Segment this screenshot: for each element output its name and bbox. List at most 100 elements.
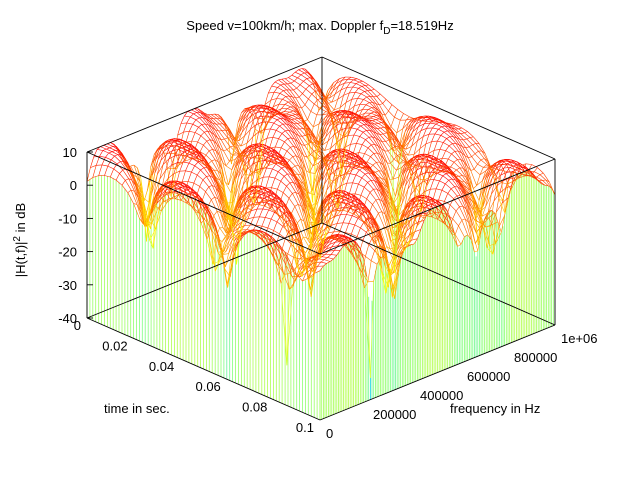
mesh-line-frequency: [169, 181, 174, 186]
mesh-line-frequency: [438, 190, 443, 200]
mesh-line-frequency: [458, 150, 462, 154]
mesh-line-frequency: [372, 136, 376, 139]
mesh-line-frequency: [419, 136, 424, 149]
mesh-line-time: [364, 186, 371, 193]
mesh-line-frequency: [168, 141, 173, 146]
mesh-line-time: [149, 159, 156, 182]
mesh-line-frequency: [434, 129, 439, 135]
mesh-line-frequency: [365, 136, 370, 140]
mesh-line-frequency: [453, 159, 458, 163]
mesh-line-frequency: [431, 133, 436, 142]
mesh-line-frequency: [313, 149, 318, 152]
mesh-line-time: [206, 176, 213, 186]
mesh-line-frequency: [239, 210, 244, 219]
mesh-line-frequency: [111, 150, 116, 152]
mesh-line-frequency: [273, 87, 278, 93]
mesh-line-frequency: [204, 130, 208, 133]
mesh-line-frequency: [289, 182, 294, 184]
mesh-line-frequency: [471, 153, 476, 157]
mesh-line-time: [365, 256, 372, 261]
mesh-line-frequency: [212, 149, 217, 152]
mesh-line-time: [215, 124, 223, 131]
mesh-line-frequency: [174, 140, 179, 147]
mesh-line-frequency: [222, 162, 227, 167]
mesh-line-frequency: [423, 128, 427, 137]
mesh-line-frequency: [352, 83, 357, 88]
mesh-line-frequency: [422, 143, 427, 160]
mesh-line-frequency: [268, 168, 273, 177]
mesh-line-time: [369, 192, 377, 201]
mesh-line-time: [283, 176, 291, 183]
mesh-line-frequency: [462, 146, 466, 149]
mesh-line-time: [279, 125, 286, 132]
mesh-line-frequency: [200, 131, 205, 136]
mesh-line-frequency: [360, 124, 365, 127]
mesh-line-time: [203, 144, 210, 152]
mesh-line-frequency: [174, 188, 178, 192]
mesh-line-frequency: [345, 92, 350, 103]
mesh-line-frequency: [334, 176, 339, 191]
mesh-line-frequency: [300, 218, 305, 222]
mesh-line-frequency: [244, 218, 249, 226]
mesh-line-frequency: [428, 127, 433, 135]
mesh-line-frequency: [130, 164, 135, 167]
mesh-line-time: [378, 213, 385, 228]
mesh-line-frequency: [122, 169, 127, 171]
mesh-line-frequency: [249, 151, 254, 160]
mesh-line-frequency: [448, 143, 453, 147]
mesh-line-time: [105, 157, 112, 161]
mesh-line-frequency: [417, 178, 422, 212]
mesh-line-frequency: [206, 175, 210, 177]
mesh-line-frequency: [259, 158, 264, 170]
mesh-line-frequency: [427, 141, 432, 154]
mesh-line-frequency: [302, 88, 307, 94]
mesh-line-frequency: [334, 99, 338, 111]
mesh-line-frequency: [450, 162, 455, 168]
mesh-line-frequency: [381, 148, 385, 152]
mesh-line-frequency: [341, 199, 345, 203]
mesh-line-frequency: [292, 96, 296, 99]
mesh-line-frequency: [231, 232, 236, 241]
mesh-line-frequency: [452, 210, 457, 219]
mesh-line-frequency: [169, 141, 174, 148]
mesh-line-frequency: [279, 90, 284, 94]
mesh-line-frequency: [458, 127, 462, 130]
mesh-line-frequency: [349, 167, 354, 174]
mesh-line-frequency: [340, 176, 345, 181]
mesh-line-frequency: [374, 123, 379, 125]
mesh-line-frequency: [253, 112, 258, 120]
mesh-line-frequency: [346, 123, 351, 129]
mesh-line-frequency: [343, 203, 348, 208]
mesh-line-frequency: [330, 154, 335, 162]
mesh-line-time: [223, 150, 230, 162]
mesh-line-frequency: [203, 220, 208, 240]
mesh-line-frequency: [297, 74, 302, 79]
mesh-line-frequency: [459, 205, 463, 207]
mesh-line-frequency: [283, 89, 287, 91]
mesh-line-frequency: [255, 116, 260, 125]
mesh-line-frequency: [268, 204, 273, 211]
mesh-line-frequency: [322, 111, 327, 116]
mesh-line-frequency: [397, 153, 401, 156]
mesh-line-frequency: [357, 93, 362, 99]
mesh-line-frequency: [256, 107, 261, 113]
mesh-line-frequency: [455, 143, 460, 146]
mesh-line-frequency: [209, 149, 213, 152]
mesh-line-frequency: [196, 169, 201, 176]
mesh-line-frequency: [246, 129, 251, 144]
mesh-line-frequency: [346, 173, 351, 184]
mesh-line-frequency: [167, 140, 171, 145]
mesh-line-frequency: [439, 142, 444, 150]
mesh-line-frequency: [271, 115, 275, 118]
mesh-line-frequency: [243, 169, 247, 185]
mesh-line-frequency: [411, 135, 416, 147]
mesh-line-frequency: [440, 165, 445, 172]
mesh-line-frequency: [347, 127, 352, 136]
mesh-line-frequency: [399, 113, 404, 121]
mesh-line-frequency: [317, 261, 322, 267]
mesh-line-frequency: [252, 124, 257, 137]
mesh-line-frequency: [375, 198, 380, 201]
mesh-line-time: [354, 224, 361, 229]
mesh-line-frequency: [289, 95, 293, 98]
mesh-line-frequency: [311, 141, 316, 164]
